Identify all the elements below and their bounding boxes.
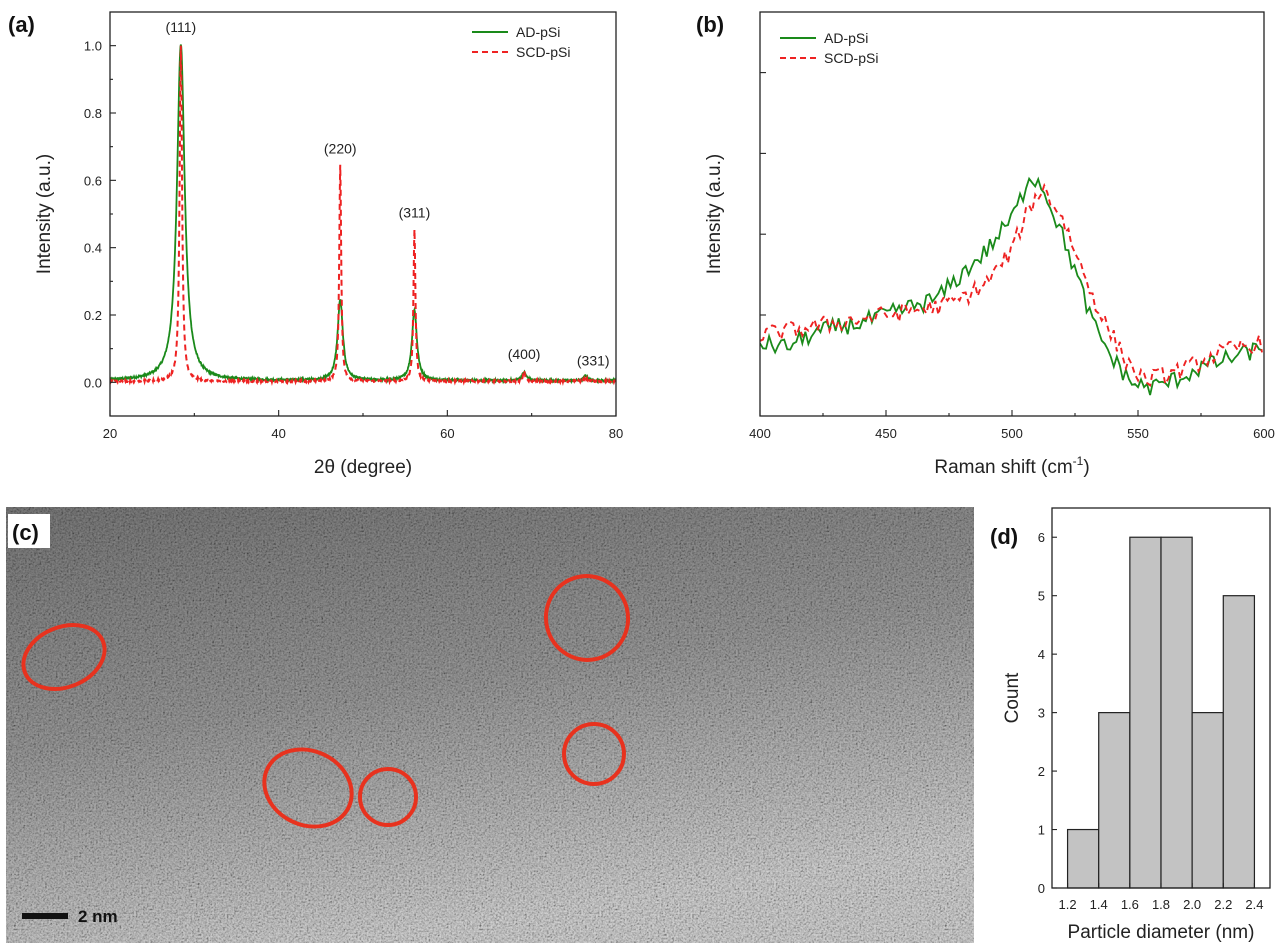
- a-y-tick-label: 0.6: [84, 173, 102, 188]
- a-x-tick-label: 60: [440, 426, 454, 441]
- a-x-tick-label: 80: [609, 426, 623, 441]
- panel-b-label: (b): [696, 12, 724, 37]
- legend-label: AD-pSi: [824, 30, 868, 46]
- scale-bar: [22, 913, 68, 919]
- panel-c-tem-image: (c) 2 nm: [6, 507, 974, 943]
- nanocrystal-circle: [543, 574, 631, 662]
- histogram-bar: [1191, 712, 1224, 889]
- panel-d-histogram: (d) 1.2 1.4 1.6 1.8 2.0 2.2 2.4 0 1 2 3 4 5 6 Particle…: [990, 507, 1271, 943]
- b-y-axis-title: Intensity (a.u.): [704, 154, 725, 274]
- d-y-tick-label: 4: [1038, 647, 1045, 662]
- a-y-tick-label: 0.0: [84, 375, 102, 390]
- d-y-axis-title: Count: [1002, 672, 1023, 723]
- histogram-bar: [1066, 828, 1100, 889]
- histogram-bar: [1098, 712, 1131, 889]
- b-x-tick-label: 500: [1001, 426, 1023, 441]
- a-y-tick-label: 0.8: [84, 106, 102, 121]
- d-y-tick-label: 6: [1038, 530, 1045, 545]
- nanocrystal-markers: [21, 574, 631, 829]
- b-x-axis-title-main: Raman shift (cm: [934, 457, 1072, 478]
- histogram-bar: [1222, 595, 1256, 889]
- a-y-axis-title: Intensity (a.u.): [34, 154, 55, 274]
- d-x-axis-title: Particle diameter (nm): [1068, 922, 1255, 943]
- nanocrystal-circle: [21, 623, 107, 691]
- d-y-tick-label: 5: [1038, 589, 1045, 604]
- b-x-axis-title: Raman shift (cm-1): [934, 454, 1089, 478]
- b-x-tick-label: 550: [1127, 426, 1149, 441]
- tem-micrograph: [6, 507, 974, 943]
- nanocrystal-circle: [262, 747, 354, 829]
- panel-b-raman-chart: (b) 400 450 500 550 600 Raman shift (cm-1) Int…: [696, 11, 1275, 478]
- a-x-tick-label: 20: [103, 426, 117, 441]
- b-x-axis-title-end: ): [1083, 457, 1089, 478]
- scale-bar-label: 2 nm: [78, 907, 118, 926]
- legend-label: SCD-pSi: [516, 44, 570, 60]
- panel-a-xrd-chart: (a) 20 40 60 80 0.0 0.2 0.4 0.6 0.8 1.0 2θ (degree…: [8, 11, 623, 478]
- d-x-tick-label: 2.0: [1183, 897, 1201, 912]
- legend-label: SCD-pSi: [824, 50, 878, 66]
- panel-c-label-box: [8, 514, 50, 548]
- scd-psi-line: [110, 45, 616, 387]
- a-y-tick-label: 0.2: [84, 308, 102, 323]
- d-x-tick-label: 2.2: [1214, 897, 1232, 912]
- a-y-tick-label: 0.4: [84, 241, 102, 256]
- d-y-tick-label: 3: [1038, 706, 1045, 721]
- histogram-bar: [1160, 536, 1193, 889]
- b-x-tick-label: 600: [1253, 426, 1275, 441]
- peak-label: (311): [399, 204, 431, 220]
- nanocrystal-circle: [358, 767, 418, 827]
- legend-label: AD-pSi: [516, 24, 560, 40]
- d-y-tick-label: 2: [1038, 764, 1045, 779]
- peak-label: (331): [577, 353, 610, 369]
- panel-a-label: (a): [8, 12, 35, 37]
- peak-label: (400): [508, 346, 541, 362]
- ad-psi-line: [760, 176, 1263, 396]
- panel-c-label: (c): [12, 520, 39, 545]
- d-x-tick-label: 1.2: [1059, 897, 1077, 912]
- d-x-tick-label: 1.6: [1121, 897, 1139, 912]
- b-x-axis-title-sup: -1: [1073, 454, 1084, 468]
- peak-label: (111): [166, 19, 197, 35]
- a-y-tick-label: 1.0: [84, 39, 102, 54]
- nanocrystal-circle: [562, 722, 626, 786]
- d-x-tick-label: 2.4: [1245, 897, 1263, 912]
- d-y-tick-label: 1: [1038, 823, 1045, 838]
- histogram-bar: [1129, 536, 1162, 889]
- d-x-tick-label: 1.8: [1152, 897, 1170, 912]
- panel-d-label: (d): [990, 524, 1018, 549]
- a-x-axis-title: 2θ (degree): [314, 457, 412, 478]
- b-x-tick-label: 400: [749, 426, 771, 441]
- d-y-tick-label: 0: [1038, 881, 1045, 896]
- d-x-tick-label: 1.4: [1090, 897, 1108, 912]
- peak-label: (220): [324, 140, 357, 156]
- b-x-tick-label: 450: [875, 426, 897, 441]
- a-x-tick-label: 40: [271, 426, 285, 441]
- ad-psi-line: [110, 44, 616, 385]
